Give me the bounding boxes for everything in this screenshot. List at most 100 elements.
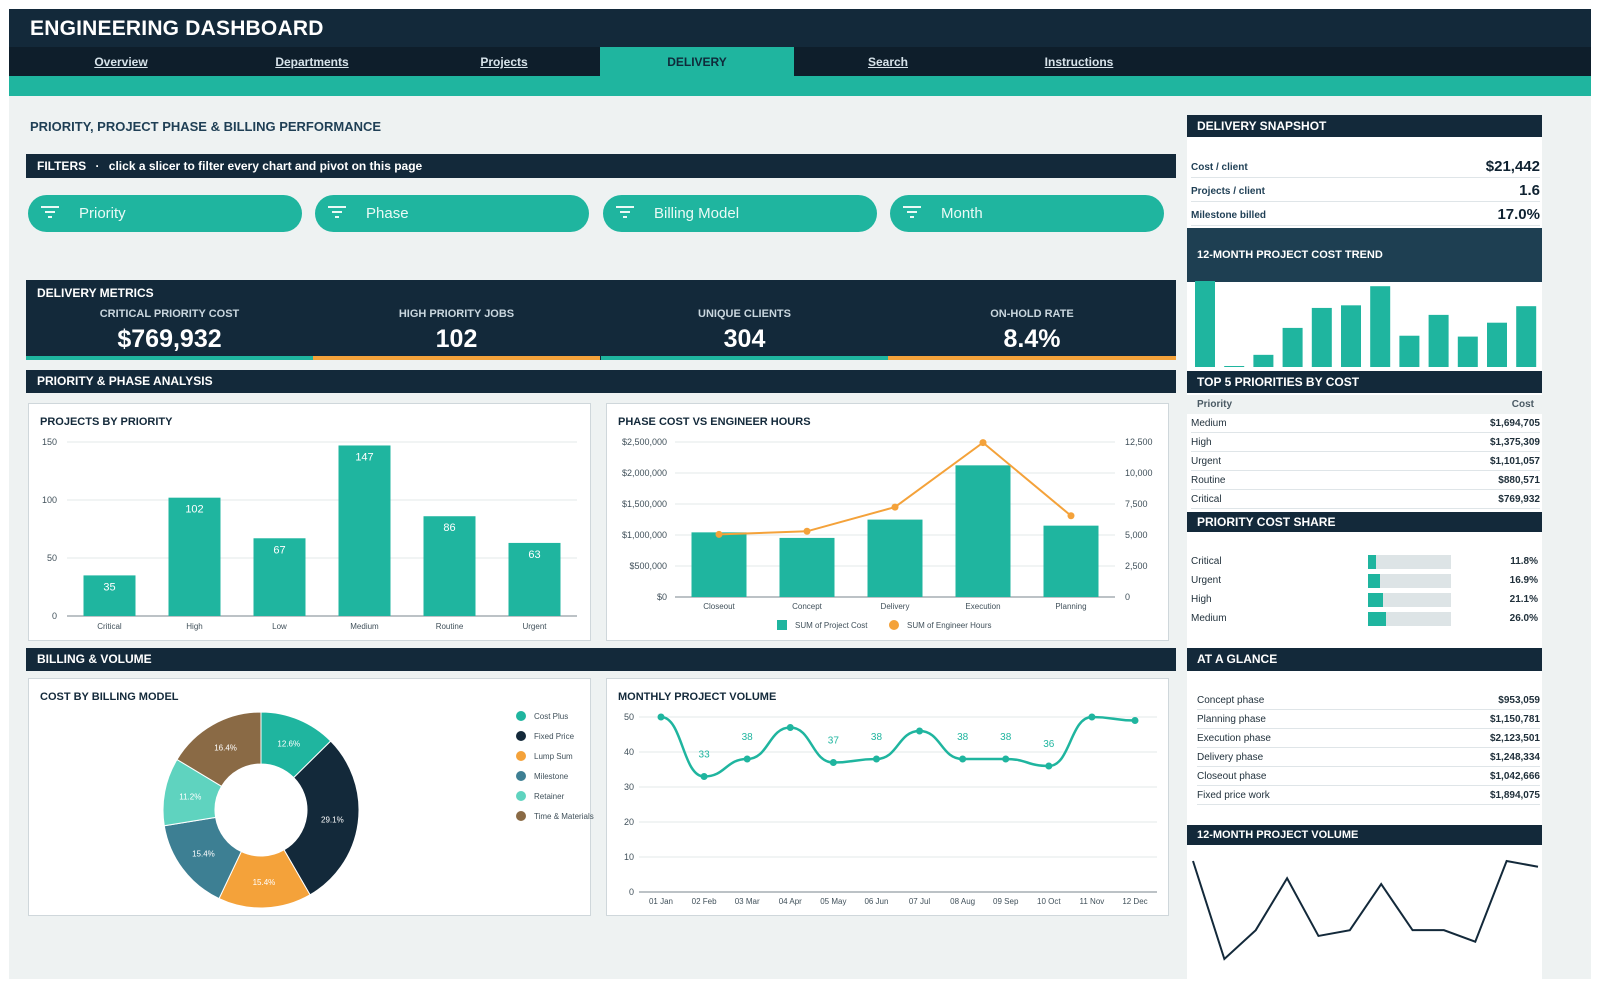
- top5-header: TOP 5 PRIORITIES BY COST: [1187, 371, 1542, 393]
- hours-point: [979, 439, 987, 447]
- x-tick-label: Planning: [1055, 602, 1086, 611]
- share-row: High 21.1%: [1191, 593, 1538, 607]
- y-tick-label: 40: [624, 747, 634, 757]
- data-label: 38: [1000, 732, 1012, 743]
- data-label: 38: [871, 732, 883, 743]
- x-tick-label: 02 Feb: [692, 897, 717, 906]
- tab-departments[interactable]: Departments: [275, 55, 349, 69]
- projects-by-priority-chart: 0 50 100 150 35 Critical 102 High 67 Low 147 Medium…: [42, 437, 577, 631]
- tab-search[interactable]: Search: [867, 55, 909, 69]
- hours-point: [1067, 512, 1075, 520]
- x-tick-label: Urgent: [522, 622, 547, 631]
- bar: [168, 497, 221, 616]
- x-tick-label: Closeout: [703, 602, 735, 611]
- delivery-metrics-panel: DELIVERY METRICS CRITICAL PRIORITY COST …: [26, 280, 1176, 360]
- filters-label: FILTERS: [37, 159, 87, 173]
- snapshot-row: Projects / client 1.6: [1191, 179, 1540, 202]
- y-tick-label: 50: [47, 553, 57, 563]
- trend-bar: [1341, 305, 1361, 367]
- slice-label: 15.4%: [192, 849, 215, 858]
- volume-point: [1088, 713, 1096, 721]
- trend-bar: [1457, 336, 1478, 367]
- y-left-tick-label: $500,000: [629, 561, 667, 571]
- tab-instructions[interactable]: Instructions: [1044, 55, 1114, 69]
- volume-point: [657, 713, 665, 721]
- slicer-label: Priority: [79, 205, 126, 222]
- bar: [83, 575, 136, 616]
- slicer-phase[interactable]: Phase: [315, 195, 589, 232]
- tab-projects[interactable]: Projects: [480, 55, 528, 69]
- filters-hint: click a slicer to filter every chart and…: [108, 159, 423, 173]
- metric-label: CRITICAL PRIORITY COST: [99, 308, 240, 320]
- volume-line: [660, 715, 1136, 778]
- glance-row: Closeout phase $1,042,666: [1197, 767, 1540, 786]
- volume-point: [700, 773, 708, 780]
- metric-label: UNIQUE CLIENTS: [698, 308, 791, 320]
- share-header: PRIORITY COST SHARE: [1187, 512, 1542, 532]
- glance-row: Fixed price work $1,894,075: [1197, 786, 1540, 805]
- trend-bar: [1311, 307, 1332, 367]
- slicer-priority[interactable]: Priority: [28, 195, 302, 232]
- y-right-tick-label: 0: [1125, 592, 1130, 602]
- slice-label: 15.4%: [253, 878, 276, 887]
- slice-label: 12.6%: [277, 740, 300, 749]
- slicer-billing-model[interactable]: Billing Model: [603, 195, 877, 232]
- y-right-tick-label: 7,500: [1125, 499, 1148, 509]
- y-left-tick-label: $2,000,000: [622, 468, 667, 478]
- slice-label: 11.2%: [179, 792, 201, 801]
- billing-donut-chart: 12.6% 29.1% 15.4% 15.4% 11.2% 16.4%: [162, 711, 360, 909]
- x-tick-label: 01 Jan: [649, 897, 673, 906]
- filter-icon: [328, 206, 346, 218]
- slicer-month[interactable]: Month: [890, 195, 1164, 232]
- trend-bar: [1195, 281, 1215, 367]
- x-tick-label: 05 May: [820, 897, 846, 906]
- trend-bar: [1399, 335, 1420, 367]
- tab-overview[interactable]: Overview: [94, 55, 148, 69]
- hours-point: [715, 530, 723, 538]
- right-sidebar: DELIVERY SNAPSHOT Cost / client $21,442 P…: [1187, 115, 1542, 979]
- legend-swatch-cost: [777, 620, 787, 630]
- top5-row: Routine $880,571: [1191, 471, 1540, 490]
- top5-row: Critical $769,932: [1191, 490, 1540, 509]
- legend-label-cost: SUM of Project Cost: [795, 621, 868, 630]
- monthly-volume-card: MONTHLY PROJECT VOLUME 0 10 20 30 40 50 01 Jan…: [606, 678, 1169, 916]
- trend-bar: [1487, 322, 1507, 367]
- volume-12m-header: 12-MONTH PROJECT VOLUME: [1187, 825, 1542, 845]
- metric-accent-line: [888, 356, 1176, 360]
- y-tick-label: 30: [624, 782, 634, 792]
- bar: [508, 542, 561, 616]
- slice-label: 29.1%: [321, 816, 344, 825]
- share-row: Urgent 16.9%: [1191, 574, 1538, 588]
- section-header-billing-volume: BILLING & VOLUME: [26, 648, 1176, 671]
- bar: [253, 538, 306, 616]
- data-label: 147: [355, 451, 373, 463]
- y-tick-label: 0: [629, 887, 634, 897]
- data-label: 38: [957, 732, 969, 743]
- page-heading: PRIORITY, PROJECT PHASE & BILLING PERFOR…: [30, 119, 382, 134]
- share-row: Critical 11.8%: [1191, 555, 1538, 569]
- x-tick-label: Routine: [436, 622, 464, 631]
- y-tick-label: 150: [42, 437, 57, 447]
- data-label: 35: [103, 581, 115, 593]
- projects-by-priority-card: PROJECTS BY PRIORITY 0 50 100 150 35 Critical…: [28, 403, 591, 641]
- glance-row: Execution phase $2,123,501: [1197, 729, 1540, 748]
- data-label: 63: [528, 549, 540, 561]
- x-tick-label: Delivery: [881, 602, 910, 611]
- phase-cost-chart: $0 0 $500,000 2,500 $1,000,000 5,000 $1,500,00…: [622, 437, 1153, 630]
- glance-row: Planning phase $1,150,781: [1197, 710, 1540, 729]
- bar: [423, 516, 476, 616]
- top5-row: High $1,375,309: [1191, 433, 1540, 452]
- nav-bar: [9, 47, 1591, 76]
- glance-header: AT A GLANCE: [1187, 648, 1542, 671]
- glance-row: Delivery phase $1,248,334: [1197, 748, 1540, 767]
- snapshot-row: Milestone billed 17.0%: [1191, 203, 1540, 226]
- legend-swatch-hours: [889, 620, 899, 630]
- tab-delivery[interactable]: DELIVERY: [600, 47, 794, 96]
- y-tick-label: 100: [42, 495, 57, 505]
- x-tick-label: 04 Apr: [779, 897, 802, 906]
- bar: [1043, 525, 1099, 597]
- data-label: 67: [273, 544, 285, 556]
- volume-point: [743, 755, 751, 763]
- y-left-tick-label: $1,500,000: [622, 499, 667, 509]
- volume-point: [1131, 717, 1139, 724]
